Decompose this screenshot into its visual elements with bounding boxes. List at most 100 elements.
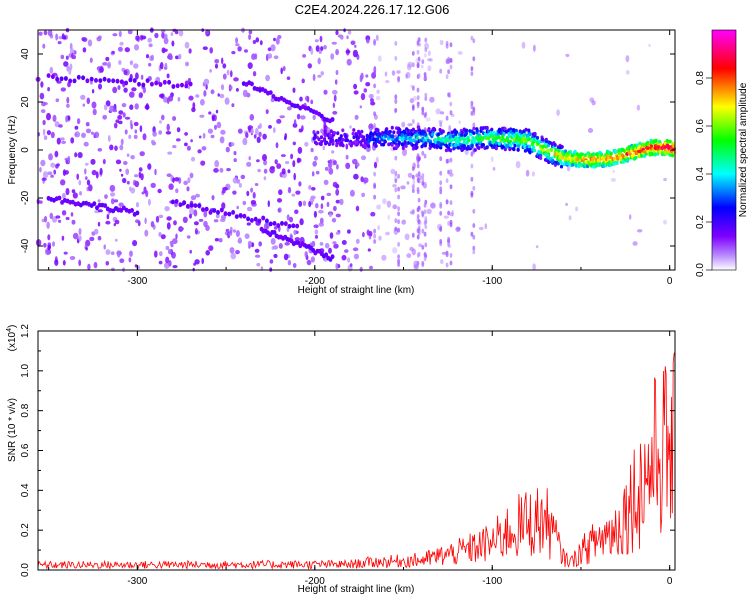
spectrogram-ridge-cell	[559, 164, 564, 169]
spectrogram-noise-cell	[70, 212, 74, 217]
spectrogram-noise-cell	[347, 30, 352, 35]
spectrogram-noise-cell	[198, 218, 204, 222]
spectrogram-noise-cell	[233, 77, 239, 82]
spectrogram-noise-cell	[232, 190, 237, 195]
spectrogram-noise-cell	[158, 260, 163, 265]
spectrogram-noise-cell	[286, 76, 291, 80]
spectrogram-band-cell	[128, 77, 133, 83]
spectrogram-noise-cell	[171, 40, 175, 47]
spectrogram-ridge-cell	[355, 140, 359, 145]
spectrogram-x-tick-label: 0	[667, 276, 673, 287]
spectrogram-streak-cell	[439, 211, 443, 216]
spectrogram-noise-cell	[306, 96, 310, 103]
spectrogram-ridge-cell	[398, 127, 402, 132]
spectrogram-streak-cell	[417, 156, 421, 162]
spectrogram-noise-cell	[129, 91, 135, 98]
spectrogram-ridge-cell	[618, 151, 622, 156]
spectrogram-ridge-cell	[462, 137, 466, 142]
spectrogram-noise-cell	[333, 243, 339, 249]
spectrogram-noise-cell	[50, 174, 54, 178]
spectrogram-noise-cell	[233, 151, 237, 156]
spectrogram-noise-cell	[287, 259, 292, 266]
spectrogram-noise-cell	[359, 105, 362, 109]
spectrogram-noise-cell	[369, 265, 373, 270]
spectrogram-noise-cell	[46, 112, 51, 121]
snr-x-tick-label: -200	[305, 576, 325, 587]
spectrogram-noise-cell	[300, 115, 306, 120]
spectrogram-noise-cell	[167, 249, 173, 255]
spectrogram-noise-cell	[40, 159, 46, 167]
spectrogram-ridge-cell	[535, 135, 540, 140]
spectrogram-noise-cell	[61, 33, 65, 40]
spectrogram-noise-cell	[190, 139, 193, 143]
spectrogram-noise-cell	[276, 163, 282, 169]
spectrogram-noise-cell	[99, 66, 104, 73]
spectrogram-band-cell	[55, 76, 60, 82]
spectrogram-noise-cell	[274, 159, 278, 165]
spectrogram-noise-cell	[565, 202, 568, 206]
spectrogram-streak-cell	[416, 177, 420, 183]
spectrogram-streak-cell	[416, 260, 420, 266]
spectrogram-band-cell	[264, 218, 269, 224]
spectrogram-ridge-cell	[523, 144, 527, 149]
colorbar: 0.0 0.2 0.4 0.6 0.8 Normalized spectral ampl…	[695, 29, 749, 277]
spectrogram-noise-cell	[265, 74, 270, 82]
spectrogram-noise-cell	[63, 61, 69, 67]
spectrogram-streak-cell	[423, 251, 427, 257]
spectrogram-noise-cell	[448, 125, 452, 132]
spectrogram-streak-cell	[472, 185, 476, 191]
spectrogram-noise-cell	[60, 87, 66, 92]
snr-panel: -300 -200 -100 0 0.0 0.2 0.4 0.6 0.8 1.0 1.2 Heig…	[6, 324, 676, 595]
spectrogram-noise-cell	[315, 45, 320, 52]
spectrogram-noise-cell	[61, 192, 66, 200]
spectrogram-noise-cell	[375, 95, 381, 101]
spectrogram-noise-cell	[366, 38, 370, 44]
spectrogram-ridge-cell	[432, 126, 436, 131]
spectrogram-band-cell	[154, 80, 159, 86]
spectrogram-noise-cell	[186, 235, 191, 239]
spectrogram-noise-cell	[93, 228, 99, 235]
spectrogram-ridge-cell	[335, 143, 339, 148]
spectrogram-noise-cell	[173, 220, 177, 226]
spectrogram-ridge-cell	[470, 143, 474, 148]
spectrogram-noise-cell	[130, 155, 135, 160]
spectrogram-streak-cell	[470, 100, 474, 106]
spectrogram-noise-cell	[407, 61, 413, 68]
spectrogram-noise-cell	[141, 191, 145, 195]
spectrogram-ridge-cell	[441, 129, 445, 134]
spectrogram-noise-cell	[165, 131, 172, 135]
spectrogram-noise-cell	[91, 101, 97, 109]
spectrogram-ridge-cell	[571, 153, 575, 158]
spectrogram-noise-cell	[312, 73, 316, 82]
spectrogram-band-cell	[246, 216, 251, 222]
spectrogram-noise-cell	[164, 206, 170, 212]
spectrogram-noise-cell	[147, 163, 152, 170]
spectrogram-noise-cell	[114, 238, 118, 242]
spectrogram-noise-cell	[157, 188, 162, 194]
spectrogram-streak-cell	[394, 56, 398, 61]
spectrogram-noise-cell	[214, 238, 219, 242]
spectrogram-ridge-cell	[456, 145, 460, 150]
spectrogram-noise-cell	[78, 179, 82, 186]
spectrogram-noise-cell	[170, 32, 174, 36]
snr-y-tick-label: 0.6	[20, 443, 31, 457]
spectrogram-noise-cell	[88, 184, 93, 192]
spectrogram-streak-cell	[445, 262, 449, 268]
spectrogram-noise-cell	[85, 122, 90, 127]
spectrogram-noise-cell	[302, 54, 307, 58]
spectrogram-noise-cell	[407, 123, 413, 127]
spectrogram-noise-cell	[209, 69, 212, 73]
spectrogram-noise-cell	[65, 188, 70, 196]
spectrogram-noise-cell	[85, 162, 89, 166]
spectrogram-noise-cell	[166, 123, 170, 131]
spectrogram-noise-cell	[663, 177, 667, 182]
spectrogram-streak-cell	[449, 184, 453, 190]
spectrogram-noise-cell	[256, 136, 261, 143]
spectrogram-noise-cell	[211, 195, 215, 201]
spectrogram-noise-cell	[169, 240, 173, 246]
spectrogram-noise-cell	[55, 98, 60, 103]
spectrogram-streak-cell	[439, 189, 443, 195]
spectrogram-noise-cell	[121, 103, 127, 108]
spectrogram-band-cell	[63, 76, 68, 81]
spectrogram-ridge-cell	[336, 131, 340, 136]
